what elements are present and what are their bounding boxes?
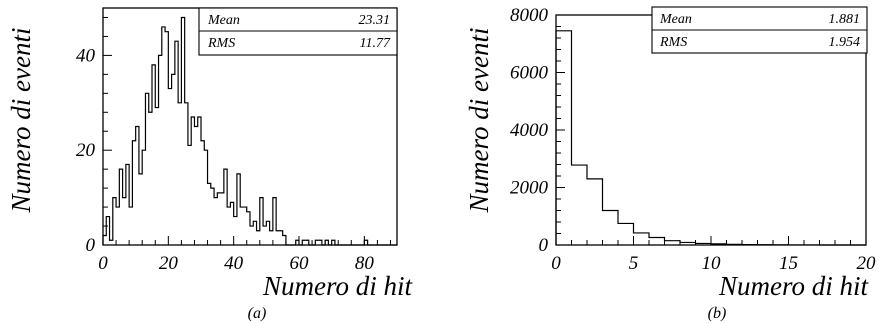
panel-a-stat-mean-label: Mean: [207, 13, 240, 28]
panel-a-bin: [172, 74, 175, 245]
panel-b-stat-rms-value: 1.954: [829, 35, 861, 50]
panel-a-y-axis-title: Numero di eventi: [6, 28, 36, 214]
panel-b-y-tick-label: 4000: [510, 120, 549, 141]
panel-b-bin: [556, 31, 572, 245]
panel-a-y-tick-label: 40: [76, 45, 96, 66]
panel-b-x-tick-label: 0: [551, 253, 561, 274]
panel-b-y-tick-label: 2000: [510, 178, 549, 199]
panel-b-stat-mean-label: Mean: [659, 12, 692, 27]
panel-b-histogram-outline: [555, 30, 866, 246]
panel-a-bin: [208, 183, 211, 245]
panel-a-bin: [129, 207, 132, 245]
panel-b-x-ticks: 0 5 10 15 20: [551, 236, 876, 274]
panel-b: Numero di eventi 0 5 10 15 20 0 2000 4000 6000 8…: [464, 5, 876, 322]
panel-a-bin: [149, 112, 152, 245]
panel-a-bin: [123, 198, 126, 245]
panel-a-caption: (a): [248, 305, 267, 322]
panel-a-bin: [240, 207, 243, 245]
panel-b-bin: [634, 233, 650, 245]
panel-b-stat-rms-label: RMS: [659, 35, 687, 50]
panel-b-bin: [603, 211, 619, 246]
panel-b-y-tick-label: 8000: [510, 5, 549, 26]
panel-b-y-tick-label: 6000: [510, 63, 549, 84]
panel-a-x-tick-label: 0: [98, 253, 108, 274]
panel-a-x-tick-label: 80: [355, 253, 375, 274]
panel-a-bin: [178, 103, 181, 245]
panel-a-bin: [139, 174, 142, 245]
panel-a-bin: [243, 207, 246, 245]
panel-b-stat-mean-value: 1.881: [829, 12, 861, 27]
panel-b-bin: [587, 179, 603, 245]
panel-b-y-ticks: 0 2000 4000 6000 8000: [510, 5, 565, 256]
panel-a-bin: [188, 145, 191, 245]
panel-a-x-ticks: 0 20 40 60 80: [98, 236, 391, 274]
panel-a-bin: [227, 207, 230, 245]
panel-b-bin: [649, 238, 665, 245]
panel-a-stat-rms-value: 11.77: [360, 36, 391, 51]
panel-a-bin: [116, 207, 119, 245]
panel-b-y-axis-title: Numero di eventi: [464, 28, 494, 214]
panel-a: Numero di eventi 0 20 40 60 80 0 20 40 Mean 23…: [6, 7, 413, 322]
panel-a-bin: [263, 226, 266, 245]
panel-b-bin: [618, 223, 634, 245]
panel-a-histogram-outline: [102, 16, 397, 246]
panel-a-bin: [155, 108, 158, 245]
panel-b-x-tick-label: 20: [857, 253, 877, 274]
panel-b-x-axis-title: Numero di hit: [718, 271, 869, 301]
panel-a-stat-mean-value: 23.31: [359, 13, 391, 28]
panel-b-x-tick-label: 15: [779, 253, 798, 274]
panel-a-x-axis-title: Numero di hit: [262, 271, 413, 301]
panel-a-bin: [276, 231, 279, 245]
panel-b-caption: (b): [708, 305, 727, 322]
panel-a-y-ticks: 0 20 40: [76, 16, 112, 256]
panel-a-bin: [194, 127, 197, 246]
panel-a-x-tick-label: 20: [159, 253, 179, 274]
panel-a-x-tick-label: 60: [290, 253, 310, 274]
panel-b-y-tick-label: 0: [539, 235, 549, 256]
panel-a-histogram: [102, 16, 397, 246]
panel-b-stats-box: Mean 1.881 RMS 1.954: [651, 6, 868, 54]
panel-b-x-tick-label: 5: [629, 253, 639, 274]
panel-a-stat-rms-label: RMS: [207, 36, 235, 51]
panel-a-bin: [168, 89, 171, 245]
panel-b-bin: [572, 165, 588, 245]
panel-a-bin: [110, 240, 113, 245]
panel-a-x-tick-label: 40: [224, 253, 244, 274]
panel-a-y-tick-label: 0: [86, 235, 96, 256]
panel-a-bin: [250, 226, 253, 245]
panel-a-y-tick-label: 20: [76, 140, 96, 161]
panel-a-stats-box: Mean 23.31 RMS 11.77: [198, 7, 398, 56]
panel-b-x-tick-label: 10: [702, 253, 722, 274]
panel-b-histogram: [555, 30, 866, 246]
panel-a-bin: [214, 198, 217, 245]
panel-a-bin: [221, 193, 224, 245]
panel-a-bin: [201, 141, 204, 245]
panel-a-bin: [217, 193, 220, 245]
panel-a-bin: [162, 27, 165, 245]
